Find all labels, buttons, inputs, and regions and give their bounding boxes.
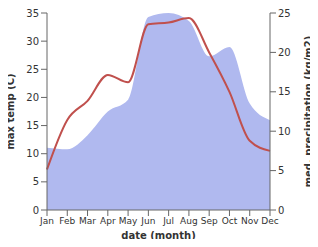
svg-text:15: 15 xyxy=(278,86,291,97)
svg-text:Jan: Jan xyxy=(39,216,54,226)
svg-text:Mar: Mar xyxy=(79,216,96,226)
svg-text:Dec: Dec xyxy=(261,216,278,226)
svg-text:0: 0 xyxy=(33,205,39,216)
svg-text:date (month): date (month) xyxy=(121,230,195,239)
svg-text:10: 10 xyxy=(278,126,291,137)
svg-text:Apr: Apr xyxy=(100,216,116,226)
svg-text:10: 10 xyxy=(26,148,39,159)
svg-text:May: May xyxy=(119,216,138,226)
svg-text:Feb: Feb xyxy=(59,216,75,226)
svg-text:Sep: Sep xyxy=(201,216,218,226)
svg-text:20: 20 xyxy=(26,92,39,103)
svg-text:25: 25 xyxy=(26,64,39,75)
svg-text:Aug: Aug xyxy=(180,216,198,226)
svg-text:Jul: Jul xyxy=(162,216,174,226)
svg-text:5: 5 xyxy=(33,176,39,187)
svg-text:med. precipitation (kg/m2): med. precipitation (kg/m2) xyxy=(303,36,310,188)
svg-text:35: 35 xyxy=(26,8,39,19)
svg-text:max temp (C): max temp (C) xyxy=(8,73,16,149)
svg-text:30: 30 xyxy=(26,36,39,47)
svg-text:15: 15 xyxy=(26,120,39,131)
svg-text:Oct: Oct xyxy=(222,216,238,226)
svg-text:Jun: Jun xyxy=(140,216,155,226)
svg-text:20: 20 xyxy=(278,47,291,58)
svg-text:Nov: Nov xyxy=(241,216,259,226)
svg-text:25: 25 xyxy=(278,8,291,19)
svg-text:0: 0 xyxy=(278,205,284,216)
svg-text:5: 5 xyxy=(278,165,284,176)
